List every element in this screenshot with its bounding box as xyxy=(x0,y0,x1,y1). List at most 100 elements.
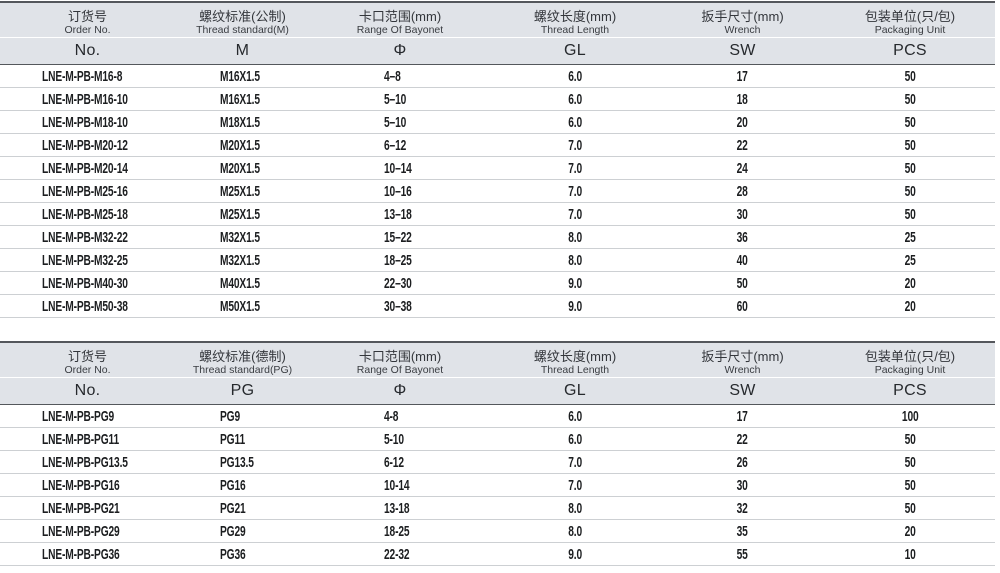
column-title-zh: 订货号 xyxy=(67,9,107,24)
table-cell: 7.0 xyxy=(490,137,660,154)
cell-text: 50 xyxy=(904,430,916,448)
column-header: 螺纹长度(mm) Thread Length xyxy=(490,9,660,37)
table-cell: M25X1.5 xyxy=(175,183,310,200)
column-title-zh: 螺纹标准(德制) xyxy=(199,349,286,364)
table-cell: 18 xyxy=(660,91,825,108)
table-cell: M32X1.5 xyxy=(175,252,310,269)
cell-text: 17 xyxy=(736,67,749,85)
table-row: LNE-M-PB-M25-18 M25X1.5 13–18 7.0 30 50 xyxy=(0,203,995,226)
table-cell: M16X1.5 xyxy=(175,68,310,85)
table-cell: 6.0 xyxy=(490,114,660,131)
cell-text: 32 xyxy=(736,499,749,517)
table-cell: 50 xyxy=(825,500,995,517)
table-cell: PG13.5 xyxy=(175,454,310,471)
cell-text: 50 xyxy=(904,159,916,177)
table-cell: 4-8 xyxy=(310,408,490,425)
metric-thread-table: 订货号 Order No. 螺纹标准(公制) Thread standard(M… xyxy=(0,1,995,318)
cell-text: 8.0 xyxy=(568,499,582,517)
table-cell: 50 xyxy=(825,160,995,177)
cell-text: LNE-M-PB-PG13.5 xyxy=(42,453,128,471)
column-symbol: No. xyxy=(74,382,101,399)
table-row: LNE-M-PB-M16-8 M16X1.5 4–8 6.0 17 50 xyxy=(0,65,995,88)
column-symbol: Φ xyxy=(393,382,407,399)
cell-text: M18X1.5 xyxy=(220,113,260,131)
table-cell: LNE-M-PB-M20-14 xyxy=(0,160,175,177)
table-cell: 10–14 xyxy=(310,160,490,177)
column-symbol: M xyxy=(235,42,250,59)
table-cell: LNE-M-PB-PG9 xyxy=(0,408,175,425)
column-symbol: PG xyxy=(230,382,255,399)
cell-text: 10-14 xyxy=(384,476,410,494)
cell-text: M32X1.5 xyxy=(220,228,260,246)
cell-text: 50 xyxy=(736,274,749,292)
table-cell: LNE-M-PB-PG29 xyxy=(0,523,175,540)
column-title-en: Thread Length xyxy=(540,364,610,376)
table-cell: LNE-M-PB-M20-12 xyxy=(0,137,175,154)
table-cell: 50 xyxy=(825,137,995,154)
column-symbol: GL xyxy=(564,382,586,399)
cell-text: 50 xyxy=(904,136,916,154)
cell-text: 6.0 xyxy=(568,90,582,108)
cell-text: M16X1.5 xyxy=(220,67,260,85)
cell-text: 40 xyxy=(736,251,749,269)
table-cell: 6–12 xyxy=(310,137,490,154)
column-title-en: Range Of Bayonet xyxy=(356,364,444,376)
table-row: LNE-M-PB-M20-14 M20X1.5 10–14 7.0 24 50 xyxy=(0,157,995,180)
table-cell: PG16 xyxy=(175,477,310,494)
cell-text: 50 xyxy=(904,476,916,494)
cell-text: 6.0 xyxy=(568,113,582,131)
cell-text: 8.0 xyxy=(568,522,582,540)
cell-text: LNE-M-PB-M50-38 xyxy=(42,297,128,315)
header-divider-line xyxy=(0,377,995,378)
column-title-zh: 包装单位(只/包) xyxy=(864,349,956,364)
cell-text: LNE-M-PB-M40-30 xyxy=(42,274,128,292)
cell-text: 18-25 xyxy=(384,522,410,540)
table-cell: M18X1.5 xyxy=(175,114,310,131)
table-cell: 9.0 xyxy=(490,298,660,315)
cell-text: 13-18 xyxy=(384,499,410,517)
column-header: 螺纹标准(德制) Thread standard(PG) xyxy=(175,349,310,377)
table-cell: LNE-M-PB-PG13.5 xyxy=(0,454,175,471)
cell-text: 4–8 xyxy=(384,67,401,85)
column-header: 包装单位(只/包) Packaging Unit xyxy=(825,9,995,37)
table-cell: 32 xyxy=(660,500,825,517)
cell-text: 36 xyxy=(736,228,749,246)
cell-text: 50 xyxy=(904,113,916,131)
table-cell: 28 xyxy=(660,183,825,200)
cell-text: 7.0 xyxy=(568,159,582,177)
table-row: LNE-M-PB-PG13.5 PG13.5 6-12 7.0 26 50 xyxy=(0,451,995,474)
table-cell: 50 xyxy=(825,431,995,448)
cell-text: LNE-M-PB-M16-8 xyxy=(42,67,123,85)
header-titles-row: 订货号 Order No. 螺纹标准(公制) Thread standard(M… xyxy=(0,3,995,37)
table-cell: 7.0 xyxy=(490,183,660,200)
table-header: 订货号 Order No. 螺纹标准(德制) Thread standard(P… xyxy=(0,343,995,405)
column-title-zh: 卡口范围(mm) xyxy=(358,349,442,364)
column-title-en: Wrench xyxy=(724,364,761,376)
table-cell: 7.0 xyxy=(490,477,660,494)
column-header: 订货号 Order No. xyxy=(0,349,175,377)
column-header: 卡口范围(mm) Range Of Bayonet xyxy=(310,9,490,37)
column-header: 包装单位(只/包) Packaging Unit xyxy=(825,349,995,377)
table-cell: LNE-M-PB-PG16 xyxy=(0,477,175,494)
table-row: LNE-M-PB-M32-22 M32X1.5 15–22 8.0 36 25 xyxy=(0,226,995,249)
table-cell: 50 xyxy=(825,206,995,223)
cell-text: 8.0 xyxy=(568,228,582,246)
column-header: 订货号 Order No. xyxy=(0,9,175,37)
table-cell: 13-18 xyxy=(310,500,490,517)
cell-text: LNE-M-PB-PG36 xyxy=(42,545,120,563)
cell-text: 30 xyxy=(736,476,749,494)
column-title-zh: 卡口范围(mm) xyxy=(358,9,442,24)
cell-text: LNE-M-PB-M32-25 xyxy=(42,251,128,269)
column-title-en: Range Of Bayonet xyxy=(356,24,444,36)
cell-text: 30 xyxy=(736,205,749,223)
table-cell: 9.0 xyxy=(490,275,660,292)
table-cell: 25 xyxy=(825,252,995,269)
table-cell: 5–10 xyxy=(310,114,490,131)
table-cell: 50 xyxy=(825,477,995,494)
pg-thread-table: 订货号 Order No. 螺纹标准(德制) Thread standard(P… xyxy=(0,341,995,566)
column-title-en: Thread Length xyxy=(540,24,610,36)
column-title-en: Packaging Unit xyxy=(874,364,946,376)
table-cell: PG29 xyxy=(175,523,310,540)
table-cell: LNE-M-PB-M25-18 xyxy=(0,206,175,223)
